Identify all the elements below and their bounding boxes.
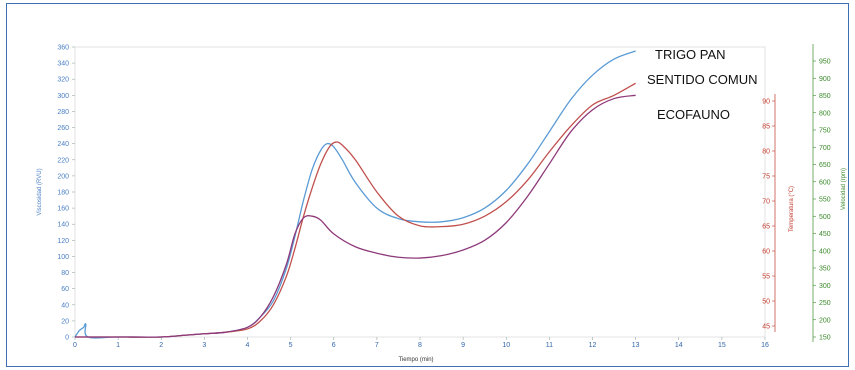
y-axis-left-title: Viscosidad (RVU) [37,168,43,215]
x-axis-ticks: 0 1 2 3 4 5 6 7 8 9 10 11 12 13 14 15 16 [73,337,769,349]
plot-area [74,46,766,338]
rpm-tick-label: 450 [819,231,831,238]
y-tick-left-label: 200 [57,173,69,180]
rpm-tick-label: 400 [819,248,831,255]
y-tick-left-label: 100 [57,254,69,261]
x-tick-label: 4 [246,342,250,349]
rpm-tick-label: 350 [819,266,831,273]
y-tick-left-label: 40 [61,302,69,309]
rpm-tick-label: 800 [819,110,831,117]
rpm-tick-label: 200 [819,317,831,324]
x-tick-label: 2 [159,342,163,349]
rva-chart: 0204060801001201401601802002202402602803… [37,44,847,363]
series-lines [74,50,636,339]
rpm-tick-label: 300 [819,283,831,290]
temp-tick-label: 45 [762,324,770,331]
series-label-trigo-pan: TRIGO PAN [655,47,726,62]
rpm-tick-label: 550 [819,197,831,204]
y-tick-left-label: 140 [57,222,69,229]
rpm-tick-label: 600 [819,179,831,186]
series-line-ecofauno [74,94,636,338]
x-tick-label: 12 [589,342,597,349]
y-axis-rpm-title: Velocidad (rpm) [841,168,847,210]
rpm-axis-ticks: 150 200 250 300 350 400 450 500 550 600 650 700 750 8… [812,44,831,342]
y-tick-left-label: 340 [57,61,69,68]
temp-tick-label: 85 [762,124,770,131]
x-tick-label: 5 [289,342,293,349]
temp-tick-label: 90 [762,99,770,106]
x-tick-label: 7 [375,342,379,349]
y-axis-temp-title: Temperatura (°C) [789,186,795,232]
y-tick-left-label: 80 [61,270,69,277]
y-tick-left-label: 320 [57,77,69,84]
rpm-tick-label: 500 [819,214,831,221]
temperature-axis-ticks: 45 50 55 60 65 70 75 80 85 90 [762,94,776,332]
rpm-tick-label: 150 [819,335,831,342]
y-tick-left-label: 60 [61,286,69,293]
x-tick-label: 6 [332,342,336,349]
y-tick-left-label: 180 [57,190,69,197]
series-label-ecofauno: ECOFAUNO [657,107,730,122]
y-tick-left-label: 280 [57,109,69,116]
x-tick-label: 14 [675,342,683,349]
y-tick-left-label: 20 [61,318,69,325]
rpm-tick-label: 950 [819,59,831,66]
y-tick-left-label: 260 [57,125,69,132]
rpm-tick-label: 900 [819,76,831,83]
x-tick-label: 8 [418,342,422,349]
x-axis-title: Tiempo (min) [398,357,433,363]
x-tick-label: 13 [632,342,640,349]
y-tick-left-label: 0 [65,335,69,342]
temp-tick-label: 75 [762,174,770,181]
y-tick-left-label: 120 [57,238,69,245]
rpm-tick-label: 850 [819,93,831,100]
series-label-sentido-comun: SENTIDO COMUN [647,72,758,87]
x-tick-label: 9 [461,342,465,349]
rpm-tick-label: 250 [819,300,831,307]
y-tick-left-label: 300 [57,93,69,100]
y-tick-left-label: 220 [57,157,69,164]
rpm-tick-label: 700 [819,145,831,152]
y-tick-left-label: 160 [57,206,69,213]
temp-tick-label: 65 [762,224,770,231]
y-tick-left-label: 240 [57,141,69,148]
temp-tick-label: 70 [762,199,770,206]
left-axis-ticks: 0 20 40 60 80 100 120 140 160 180 200 220 240 260 280 3… [57,45,75,342]
x-tick-label: 3 [202,342,206,349]
rpm-tick-label: 750 [819,128,831,135]
x-tick-label: 11 [546,342,553,349]
x-tick-label: 0 [73,342,77,349]
x-tick-label: 10 [502,342,510,349]
chart-frame: 0 20 40 60 80 100 120 140 160 180 200 220 240 260 280 3… [6,3,849,367]
x-tick-label: 15 [718,342,726,349]
x-tick-label: 1 [116,342,120,349]
rpm-tick-label: 650 [819,162,831,169]
temp-tick-label: 80 [762,149,770,156]
temp-tick-label: 60 [762,249,770,256]
temp-tick-label: 55 [762,274,770,281]
x-tick-label: 16 [761,342,769,349]
y-tick-left-label: 360 [57,45,69,52]
temp-tick-label: 50 [762,299,770,306]
